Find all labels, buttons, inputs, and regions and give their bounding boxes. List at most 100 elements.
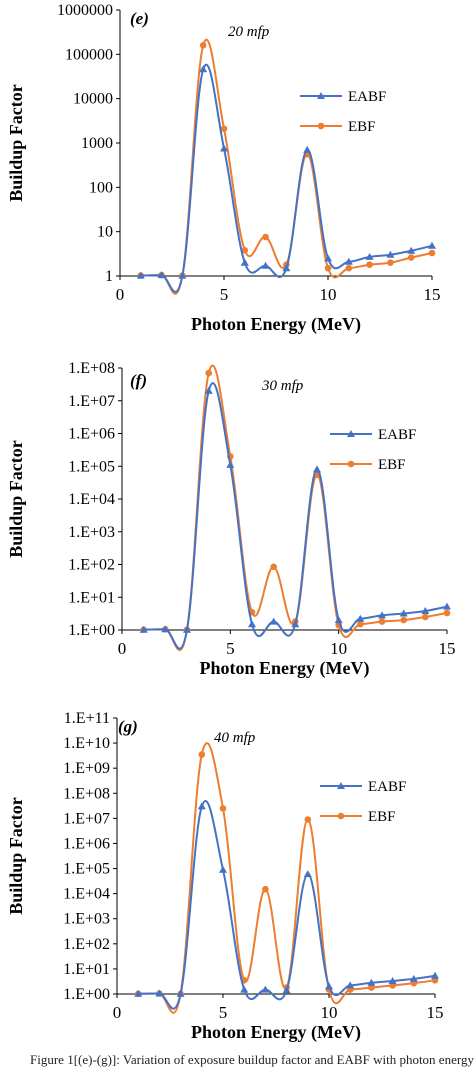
point-eabf <box>199 65 208 73</box>
panel-label: (e) <box>130 9 149 28</box>
x-axis-title: Photon Energy (MeV) <box>191 1022 361 1043</box>
y-axis-title: Buildup Factor <box>6 797 26 915</box>
point-ebf <box>443 609 451 617</box>
legend-marker <box>317 92 325 99</box>
x-tick-label: 0 <box>113 1003 122 1022</box>
panel-label: (f) <box>130 371 147 390</box>
point-ebf <box>387 259 394 267</box>
x-tick-label: 15 <box>439 639 456 658</box>
series-line-eabf <box>138 800 436 1010</box>
point-eabf <box>220 144 228 152</box>
y-tick-label: 1.E+05 <box>68 458 115 475</box>
x-tick-label: 0 <box>118 639 127 658</box>
point-ebf <box>345 264 353 272</box>
y-tick-label: 1000 <box>81 135 113 152</box>
point-eabf <box>386 250 395 258</box>
point-eabf <box>261 261 270 269</box>
y-tick-label: 1.E+03 <box>68 524 115 541</box>
x-tick-label: 15 <box>424 285 441 304</box>
x-tick-label: 5 <box>220 285 229 304</box>
x-tick-label: 10 <box>330 639 347 658</box>
y-tick-label: 1.E+02 <box>63 936 110 953</box>
y-tick-label: 10000 <box>73 91 113 108</box>
x-tick-label: 5 <box>226 639 235 658</box>
x-tick-label: 10 <box>321 1003 338 1022</box>
point-eabf <box>409 974 418 982</box>
point-eabf <box>367 978 376 986</box>
buildup-chart-30mfp: 1.E+00 1.E+01 1.E+02 1.E+03 1.E+04 1.E+05 1.E+… <box>6 360 456 679</box>
chart-panel-f: 1.E+00 1.E+01 1.E+02 1.E+03 1.E+04 1.E+05 1.E+… <box>0 352 474 692</box>
point-ebf <box>400 616 408 624</box>
point-eabf <box>421 607 430 614</box>
point-ebf <box>262 885 269 893</box>
legend-label: EBF <box>378 457 406 473</box>
point-eabf <box>334 616 343 624</box>
y-axis-title: Buildup Factor <box>6 440 26 558</box>
series-line-eabf <box>143 382 448 650</box>
point-ebf <box>357 620 364 628</box>
point-eabf <box>303 870 312 878</box>
point-ebf <box>368 984 375 991</box>
y-tick-label: 1.E+07 <box>68 393 115 410</box>
point-eabf <box>219 865 227 873</box>
point-eabf <box>291 620 300 628</box>
point-eabf <box>269 617 278 625</box>
point-eabf <box>261 985 270 993</box>
y-tick-label: 1.E+05 <box>63 861 110 878</box>
y-tick-label: 1.E+06 <box>68 426 115 443</box>
point-eabf <box>134 989 143 997</box>
point-ebf <box>378 618 386 625</box>
point-eabf <box>399 609 408 617</box>
legend-label: EBF <box>348 119 376 135</box>
point-ebf <box>205 369 212 377</box>
y-tick-label: 1.E+07 <box>63 810 110 827</box>
legend-marker <box>347 430 355 437</box>
point-eabf <box>346 981 355 989</box>
y-tick-label: 1.E+00 <box>63 986 110 1003</box>
point-eabf <box>365 252 374 260</box>
y-tick-label: 10 <box>97 224 113 241</box>
x-tick-label: 5 <box>219 1003 228 1022</box>
point-eabf <box>325 982 333 990</box>
x-axis-title: Photon Energy (MeV) <box>191 314 361 335</box>
y-tick-label: 1.E+00 <box>68 622 115 639</box>
point-eabf <box>155 989 164 997</box>
point-eabf <box>136 271 145 279</box>
x-tick-label: 15 <box>427 1003 444 1022</box>
point-eabf <box>313 465 321 473</box>
point-eabf <box>240 258 249 266</box>
legend-label: EBF <box>368 809 396 825</box>
point-ebf <box>304 816 312 823</box>
point-eabf <box>303 145 312 153</box>
y-tick-label: 1.E+11 <box>64 710 110 727</box>
point-eabf <box>139 625 148 633</box>
point-ebf <box>198 751 206 758</box>
point-eabf <box>356 614 365 622</box>
y-tick-label: 100 <box>89 179 113 196</box>
point-eabf <box>388 977 397 984</box>
x-axis-title: Photon Energy (MeV) <box>200 658 370 679</box>
point-ebf <box>270 563 278 571</box>
y-tick-label: 1.E+10 <box>63 735 110 752</box>
annotation-mfp: 40 mfp <box>214 730 256 746</box>
chart-panel-g: 1.E+00 1.E+01 1.E+02 1.E+03 1.E+04 1.E+05 1.E+… <box>0 700 474 1045</box>
y-tick-label: 1 <box>105 268 113 285</box>
series-line-eabf <box>140 63 433 293</box>
legend-marker <box>317 122 325 130</box>
point-eabf <box>428 241 436 249</box>
buildup-chart-40mfp: 1.E+00 1.E+01 1.E+02 1.E+03 1.E+04 1.E+05 1.E+… <box>6 710 444 1043</box>
x-tick-label: 10 <box>320 285 337 304</box>
y-tick-label: 1.E+03 <box>63 911 110 928</box>
point-eabf <box>282 264 291 272</box>
legend-label: EABF <box>348 89 386 105</box>
y-tick-label: 1.E+09 <box>63 760 110 777</box>
y-tick-label: 100000 <box>65 46 113 63</box>
point-eabf <box>183 625 191 633</box>
y-tick-label: 1000000 <box>57 2 113 19</box>
y-axis-title: Buildup Factor <box>6 84 26 202</box>
point-eabf <box>176 989 185 997</box>
point-eabf <box>407 246 416 254</box>
point-ebf <box>407 254 415 261</box>
point-eabf <box>282 986 291 994</box>
legend-label: EABF <box>378 427 416 443</box>
